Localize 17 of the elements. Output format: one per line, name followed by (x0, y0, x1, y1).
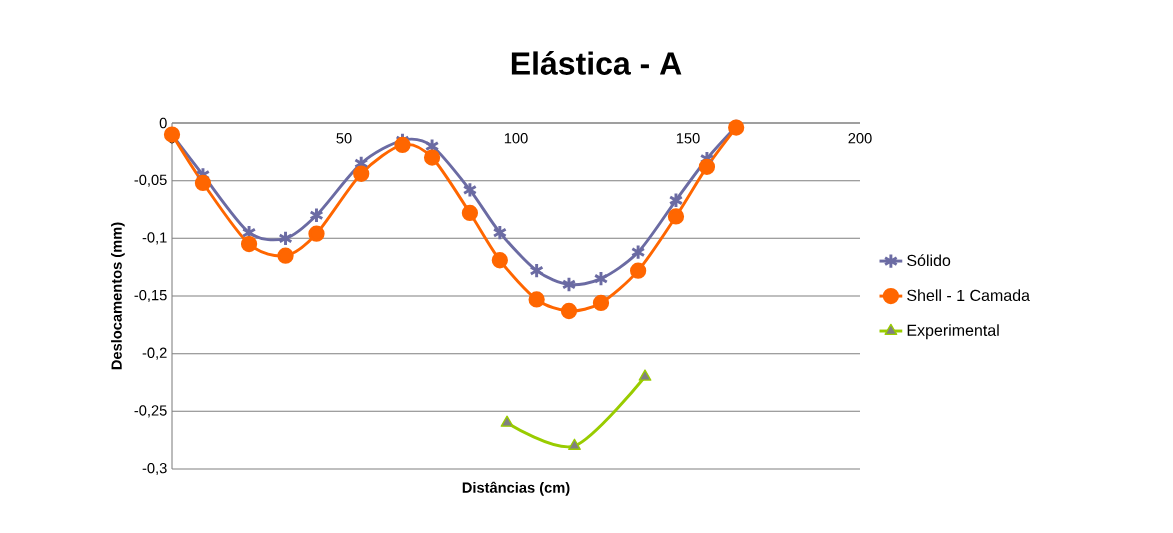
y-tick-label: -0,2 (142, 347, 167, 360)
legend-label: Experimental (907, 324, 999, 340)
chart-title: Elástica - A (511, 51, 682, 75)
y-axis-title: Deslocamentos (mm) (111, 222, 125, 370)
y-tick-label: -0,05 (134, 174, 167, 187)
y-tick-label: -0,15 (134, 289, 167, 303)
y-tick-label: -0,25 (134, 405, 167, 418)
y-tick-label: -0,1 (142, 232, 167, 245)
x-tick-label: 150 (676, 133, 700, 144)
x-axis-title: Distâncias (cm) (462, 481, 570, 496)
legend-label: Shell - 1 Camada (907, 289, 1030, 302)
x-tick-label: 50 (336, 133, 352, 144)
x-tick-label: 100 (504, 133, 528, 144)
y-tick-label: 0 (159, 117, 167, 129)
x-tick-label: 200 (848, 133, 872, 144)
y-tick-label: -0,3 (142, 462, 167, 476)
legend-label: Sólido (907, 254, 951, 267)
